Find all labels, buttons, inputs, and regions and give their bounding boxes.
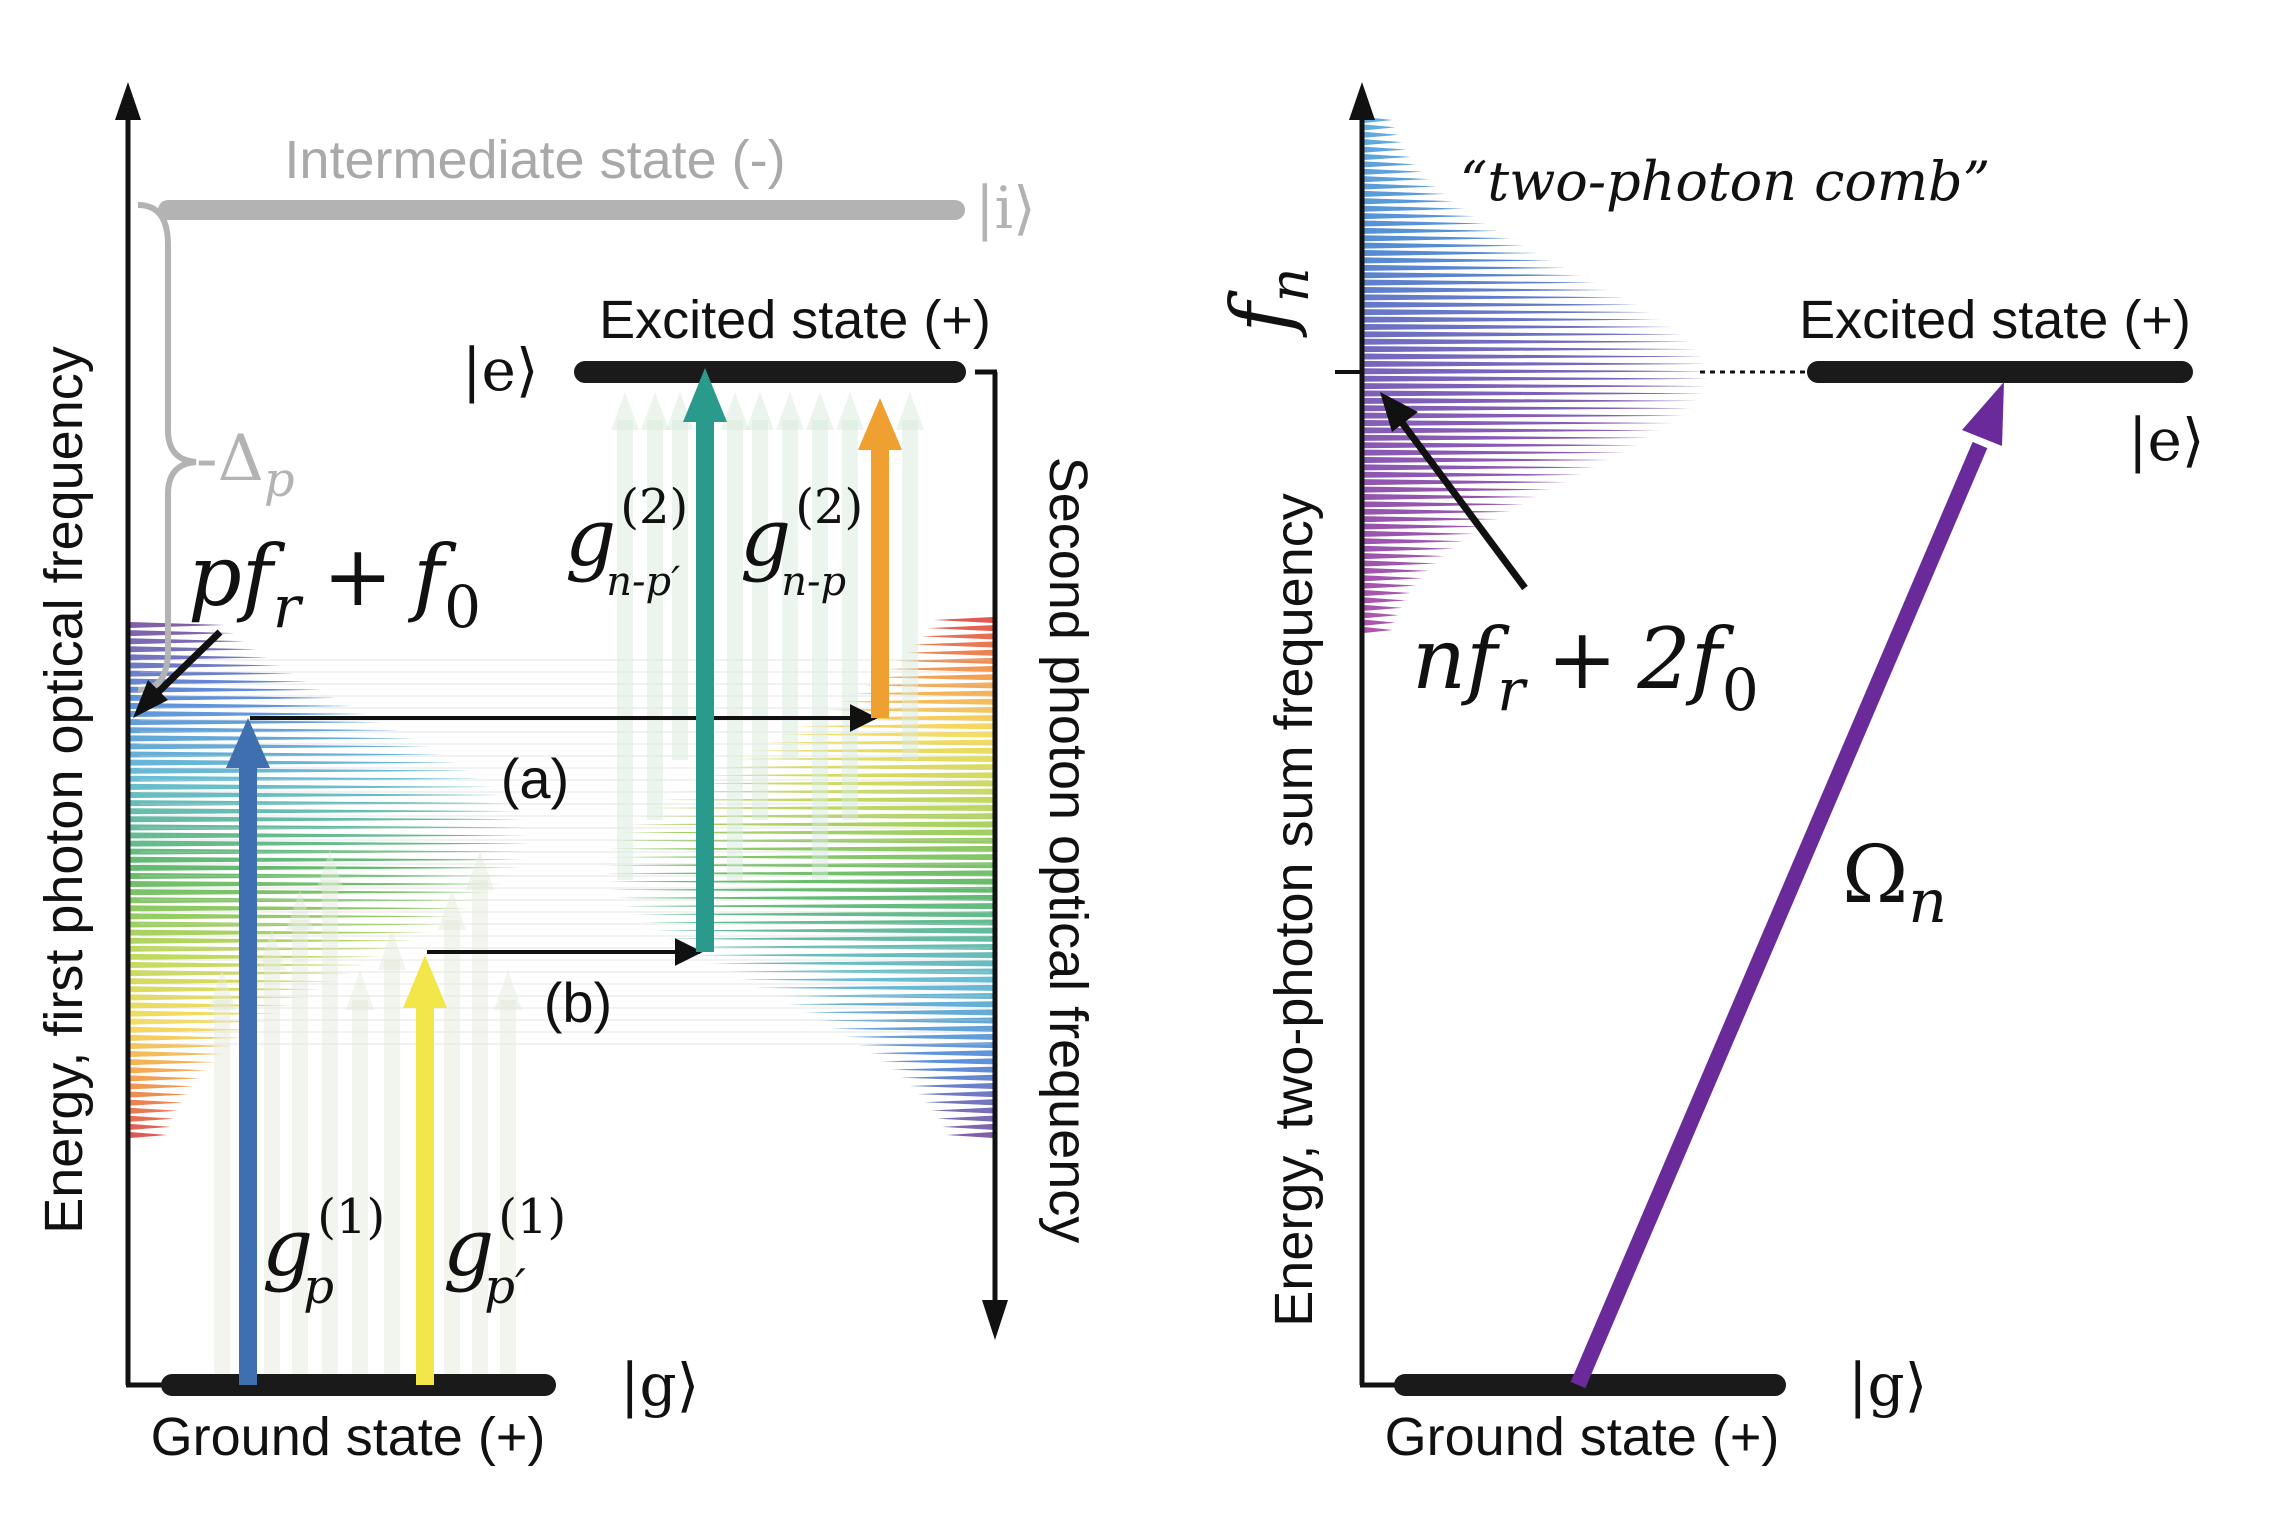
excited-state-label: Excited state (+) xyxy=(599,290,991,350)
second-photon-axis-arrowhead xyxy=(982,1300,1008,1340)
fn-label: fn xyxy=(1215,267,1321,338)
left-axis-label: Energy, first photon optical frequency xyxy=(34,346,94,1234)
faint-first-photon-arrows xyxy=(208,850,522,1385)
detuning-brace xyxy=(137,202,197,693)
right-excited-ket: |e⟩ xyxy=(2128,406,2205,474)
two-photon-tooth-pointer xyxy=(1397,417,1528,591)
first-photon-arrow-a-head xyxy=(226,718,270,768)
two-photon-comb-label: “two-photon comb” xyxy=(1460,150,1990,213)
g2-np-label: g(2) n-p xyxy=(740,479,863,605)
right-axis-arrowhead xyxy=(1349,82,1375,120)
second-photon-arrow-a-head xyxy=(858,398,902,450)
intermediate-ket: |i⟩ xyxy=(975,174,1036,242)
first-photon-arrow-b-head xyxy=(403,955,447,1008)
two-photon-tooth-pointer-head xyxy=(1380,392,1418,432)
comb-tooth-pointer xyxy=(147,629,223,703)
g1-p-label: g(1) p xyxy=(262,1189,385,1315)
second-photon-axis-label: Second photon optical frequency xyxy=(1038,457,1098,1244)
path-b-label: (b) xyxy=(544,971,612,1034)
detuning-label: -Δp xyxy=(196,422,295,508)
right-excited-state-label: Excited state (+) xyxy=(1799,290,2191,350)
intermediate-state-label: Intermediate state (-) xyxy=(284,130,785,190)
rabi-arrow xyxy=(1570,441,1988,1389)
ground-state-label: Ground state (+) xyxy=(151,1407,546,1467)
second-photon-arrow-b-head xyxy=(683,368,727,422)
two-photon-tooth-label: nfr +2f0 xyxy=(1412,610,1759,724)
rabi-arrow-head xyxy=(1962,382,2004,446)
rabi-label: Ωn xyxy=(1842,828,1947,937)
second-photon-comb xyxy=(603,617,993,1138)
right-axis-label: Energy, two-photon sum frequency xyxy=(1264,493,1324,1326)
left-axis-arrowhead xyxy=(115,82,141,120)
comb-tooth-pointer-head xyxy=(133,680,168,718)
comb-tooth-label: pfr + f0 xyxy=(188,527,481,641)
two-photon-comb xyxy=(1364,117,1709,633)
g2-npp-label: g(2) n-p′ xyxy=(565,479,688,605)
g1-pp-label: g(1) p′ xyxy=(443,1189,566,1315)
excited-ket: |e⟩ xyxy=(462,336,539,404)
right-ground-ket: |g⟩ xyxy=(1848,1351,1927,1419)
ground-ket: |g⟩ xyxy=(620,1351,699,1419)
right-ground-state-label: Ground state (+) xyxy=(1385,1407,1780,1467)
path-a-label: (a) xyxy=(501,747,569,810)
